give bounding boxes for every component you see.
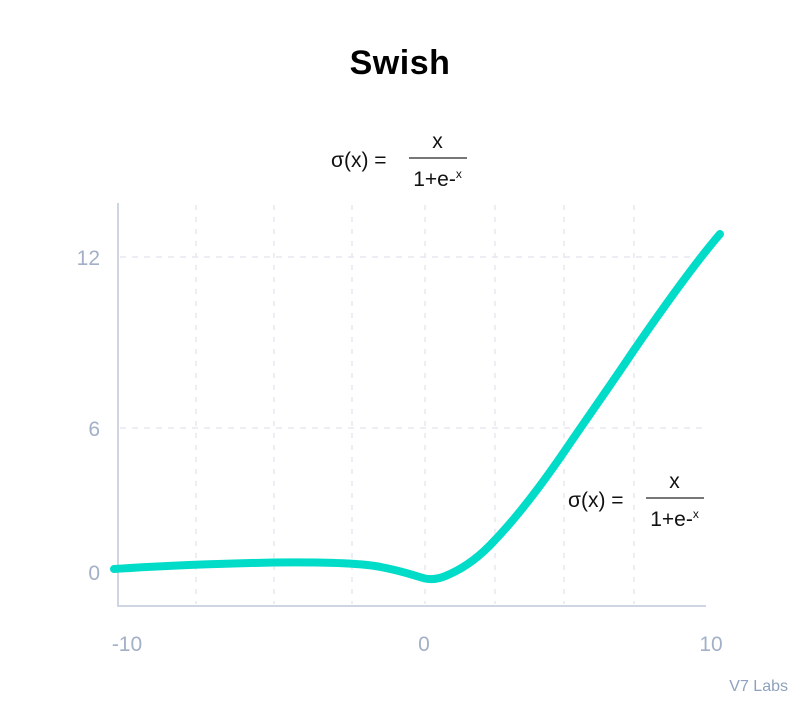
denominator-exponent: x <box>692 507 699 521</box>
denominator-base: 1+e- <box>650 508 693 531</box>
formula-annotation-top: σ(x) = x 1+e-x <box>331 131 467 191</box>
watermark: V7 Labs <box>729 678 788 695</box>
formula-fraction: x 1+e-x <box>408 130 467 191</box>
fraction-bar <box>645 497 704 499</box>
denominator-base: 1+e- <box>413 168 456 191</box>
horizontal-gridlines <box>120 256 705 429</box>
x-tick-minus10: -10 <box>112 633 142 656</box>
y-tick-0: 0 <box>88 562 100 585</box>
formula-denominator: 1+e-x <box>650 499 699 531</box>
formula-numerator: x <box>432 130 443 153</box>
swish-curve <box>110 230 724 584</box>
x-tick-10: 10 <box>699 633 722 656</box>
fraction-bar <box>408 157 467 159</box>
formula-lhs: σ(x) = <box>331 149 387 172</box>
x-tick-0: 0 <box>418 633 430 656</box>
y-tick-12: 12 <box>77 247 100 270</box>
formula-denominator: 1+e-x <box>413 159 462 191</box>
formula-fraction: x 1+e-x <box>645 470 704 531</box>
formula-annotation-right: σ(x) = x 1+e-x <box>568 471 704 531</box>
vertical-gridlines <box>195 205 635 604</box>
denominator-exponent: x <box>455 167 462 181</box>
formula-numerator: x <box>669 470 680 493</box>
formula-lhs: σ(x) = <box>568 489 624 512</box>
y-tick-6: 6 <box>88 418 100 441</box>
chart-title: Swish <box>349 44 451 82</box>
